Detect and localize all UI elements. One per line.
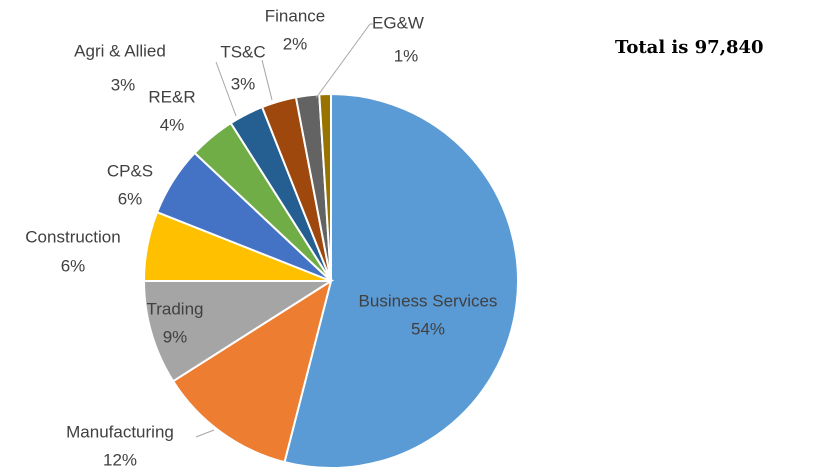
slice-value-label: 1% — [394, 46, 419, 65]
slice-label: Finance — [265, 6, 325, 25]
slice-label: Manufacturing — [66, 422, 174, 441]
slice-value-label: 9% — [163, 327, 188, 346]
leader-line — [261, 59, 273, 101]
pie-slice — [283, 92, 519, 469]
total-annotation: Total is 97,840 — [615, 37, 764, 58]
pie-slice — [142, 280, 335, 383]
slice-label: Trading — [146, 299, 203, 318]
slice-label: Business Services — [359, 291, 498, 310]
leader-line — [215, 61, 237, 117]
slice-label: EG&W — [372, 13, 424, 32]
slice-label: Construction — [25, 227, 120, 246]
slice-label: RE&R — [148, 87, 195, 106]
slice-label: TS&C — [220, 42, 265, 61]
slice-value-label: 3% — [111, 75, 136, 94]
slice-label: CP&S — [107, 161, 153, 180]
slice-value-label: 12% — [103, 450, 137, 469]
leader-line — [315, 23, 371, 99]
slice-value-label: 6% — [61, 256, 86, 275]
pie-slice — [171, 278, 333, 464]
slice-value-label: 3% — [231, 74, 256, 93]
slice-value-label: 4% — [160, 115, 185, 134]
slice-value-label: 6% — [118, 189, 143, 208]
slice-value-label: 54% — [411, 319, 445, 338]
leader-line — [195, 429, 215, 438]
slice-value-label: 2% — [283, 34, 308, 53]
slice-label: Agri & Allied — [74, 41, 166, 60]
